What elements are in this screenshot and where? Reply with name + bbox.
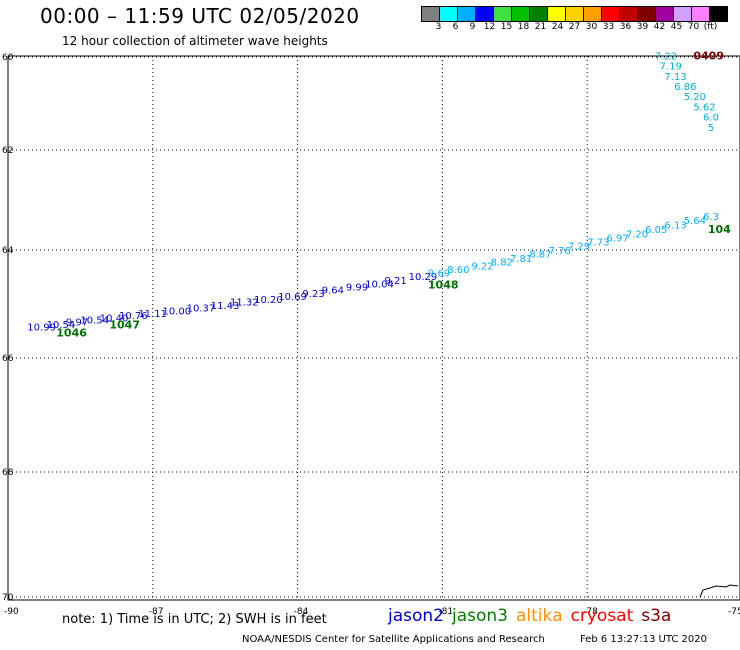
wave-height-label: 10.54 bbox=[80, 315, 109, 326]
lon-label: -78 bbox=[583, 607, 598, 617]
wave-height-label: 9.99 bbox=[346, 283, 368, 294]
wave-height-label: 7.73 bbox=[587, 238, 609, 249]
lon-label: -75 bbox=[728, 607, 740, 617]
wave-height-label: 7.13 bbox=[664, 72, 686, 83]
wave-height-label: 7.22 bbox=[655, 51, 677, 62]
time-label: 1047 bbox=[109, 318, 140, 331]
lat-label: 68 bbox=[2, 468, 14, 478]
footer-credit: NOAA/NESDIS Center for Satellite Applica… bbox=[242, 634, 545, 645]
wave-height-label: 8.60 bbox=[447, 265, 469, 276]
wave-height-label: 7.20 bbox=[626, 230, 648, 241]
wave-height-label: 10.40 bbox=[100, 313, 129, 324]
wave-height-label: 10.00 bbox=[162, 306, 191, 317]
legend-label: 18 bbox=[517, 22, 530, 32]
wave-height-label: 10.99 bbox=[27, 322, 56, 333]
satellite-legend: jason2 jason3 altika cryosat s3a bbox=[388, 606, 679, 626]
time-label: 1048 bbox=[428, 278, 459, 291]
legend-label: 45 bbox=[670, 22, 683, 32]
legend-label: 42 bbox=[653, 22, 666, 32]
wave-height-label: 5.64 bbox=[684, 216, 706, 227]
wave-height-label: 10.20 bbox=[254, 295, 283, 306]
wave-height-label: 9.64 bbox=[322, 286, 344, 297]
lat-label: 62 bbox=[2, 146, 13, 156]
wave-height-label: 6.86 bbox=[674, 82, 696, 93]
legend-label: 27 bbox=[568, 22, 581, 32]
satellite-jason3: jason3 bbox=[452, 606, 508, 626]
wave-height-label: 5.62 bbox=[693, 102, 715, 113]
wave-height-label: 7.81 bbox=[510, 254, 532, 265]
wave-height-label: 6.97 bbox=[607, 234, 629, 245]
legend-swatch bbox=[709, 6, 728, 22]
lon-label: -84 bbox=[294, 607, 309, 617]
footer-note: note: 1) Time is in UTC; 2) SWH is in fe… bbox=[62, 612, 327, 627]
lon-label: -87 bbox=[149, 607, 164, 617]
wave-height-label: 5 bbox=[708, 123, 714, 134]
lon-label: -81 bbox=[438, 607, 453, 617]
wave-height-label: 10.69 bbox=[278, 292, 307, 303]
legend-label: 36 bbox=[619, 22, 632, 32]
wave-height-label: 7.76 bbox=[549, 246, 571, 257]
wave-height-label: 11.32 bbox=[230, 298, 259, 309]
wave-height-label: 7.29 bbox=[568, 242, 590, 253]
wave-height-label: 9.69 bbox=[428, 268, 450, 279]
legend-label: (ft) bbox=[703, 22, 718, 32]
wave-height-label: 10.29 bbox=[409, 272, 438, 283]
legend-label: 39 bbox=[636, 22, 649, 32]
legend-label: 9 bbox=[469, 22, 476, 32]
wave-height-label: 9.23 bbox=[302, 289, 324, 300]
wave-height-label: 10.37 bbox=[187, 304, 216, 315]
time-label: 0409 bbox=[693, 49, 724, 62]
wave-height-label: 11.11 bbox=[138, 309, 167, 320]
wave-height-label: 6.13 bbox=[664, 221, 686, 232]
wave-height-label: 10.04 bbox=[365, 279, 394, 290]
lat-label: 70 bbox=[2, 593, 14, 603]
lat-label: 66 bbox=[2, 354, 14, 364]
map-frame bbox=[7, 55, 740, 601]
satellite-cryosat: cryosat bbox=[570, 606, 634, 626]
legend-label: 24 bbox=[551, 22, 564, 32]
wave-height-label: 7.19 bbox=[660, 62, 682, 73]
wave-height-label: 9.97 bbox=[66, 318, 88, 329]
wave-height-label: 5.20 bbox=[684, 92, 706, 103]
wave-height-label: 9.22 bbox=[471, 261, 493, 272]
legend-label: 33 bbox=[602, 22, 615, 32]
color-legend bbox=[421, 6, 728, 22]
legend-label: 30 bbox=[585, 22, 598, 32]
lon-label: -90 bbox=[4, 607, 19, 617]
lat-label: 60 bbox=[2, 53, 14, 63]
satellite-altika: altika bbox=[516, 606, 563, 626]
wave-height-label: 10.54 bbox=[47, 320, 76, 331]
legend-label: 3 bbox=[435, 22, 442, 32]
legend-label: 70 bbox=[687, 22, 700, 32]
time-label: 104 bbox=[708, 223, 731, 236]
wave-height-label: 8.87 bbox=[529, 250, 551, 261]
legend-label: 15 bbox=[500, 22, 513, 32]
lat-label: 64 bbox=[2, 246, 14, 256]
map-title: 00:00 – 11:59 UTC 02/05/2020 bbox=[40, 4, 360, 28]
wave-height-label: 9.21 bbox=[384, 276, 406, 287]
satellite-jason2: jason2 bbox=[388, 606, 444, 626]
wave-height-label: 6.0 bbox=[703, 113, 719, 124]
wave-height-label: 11.43 bbox=[211, 301, 240, 312]
footer-timestamp: Feb 6 13:27:13 UTC 2020 bbox=[580, 634, 707, 645]
wave-height-label: 6.05 bbox=[645, 225, 667, 236]
legend-label: 21 bbox=[534, 22, 547, 32]
wave-height-label: 6.3 bbox=[703, 212, 719, 223]
coastline bbox=[699, 584, 739, 598]
wave-height-label: 8.82 bbox=[491, 258, 513, 269]
map-subtitle: 12 hour collection of altimeter wave hei… bbox=[62, 34, 328, 48]
time-label: 1046 bbox=[56, 326, 87, 339]
legend-label: 12 bbox=[483, 22, 496, 32]
legend-label: 6 bbox=[452, 22, 459, 32]
satellite-s3a: s3a bbox=[641, 606, 672, 626]
wave-height-label: 10.76 bbox=[119, 311, 148, 322]
